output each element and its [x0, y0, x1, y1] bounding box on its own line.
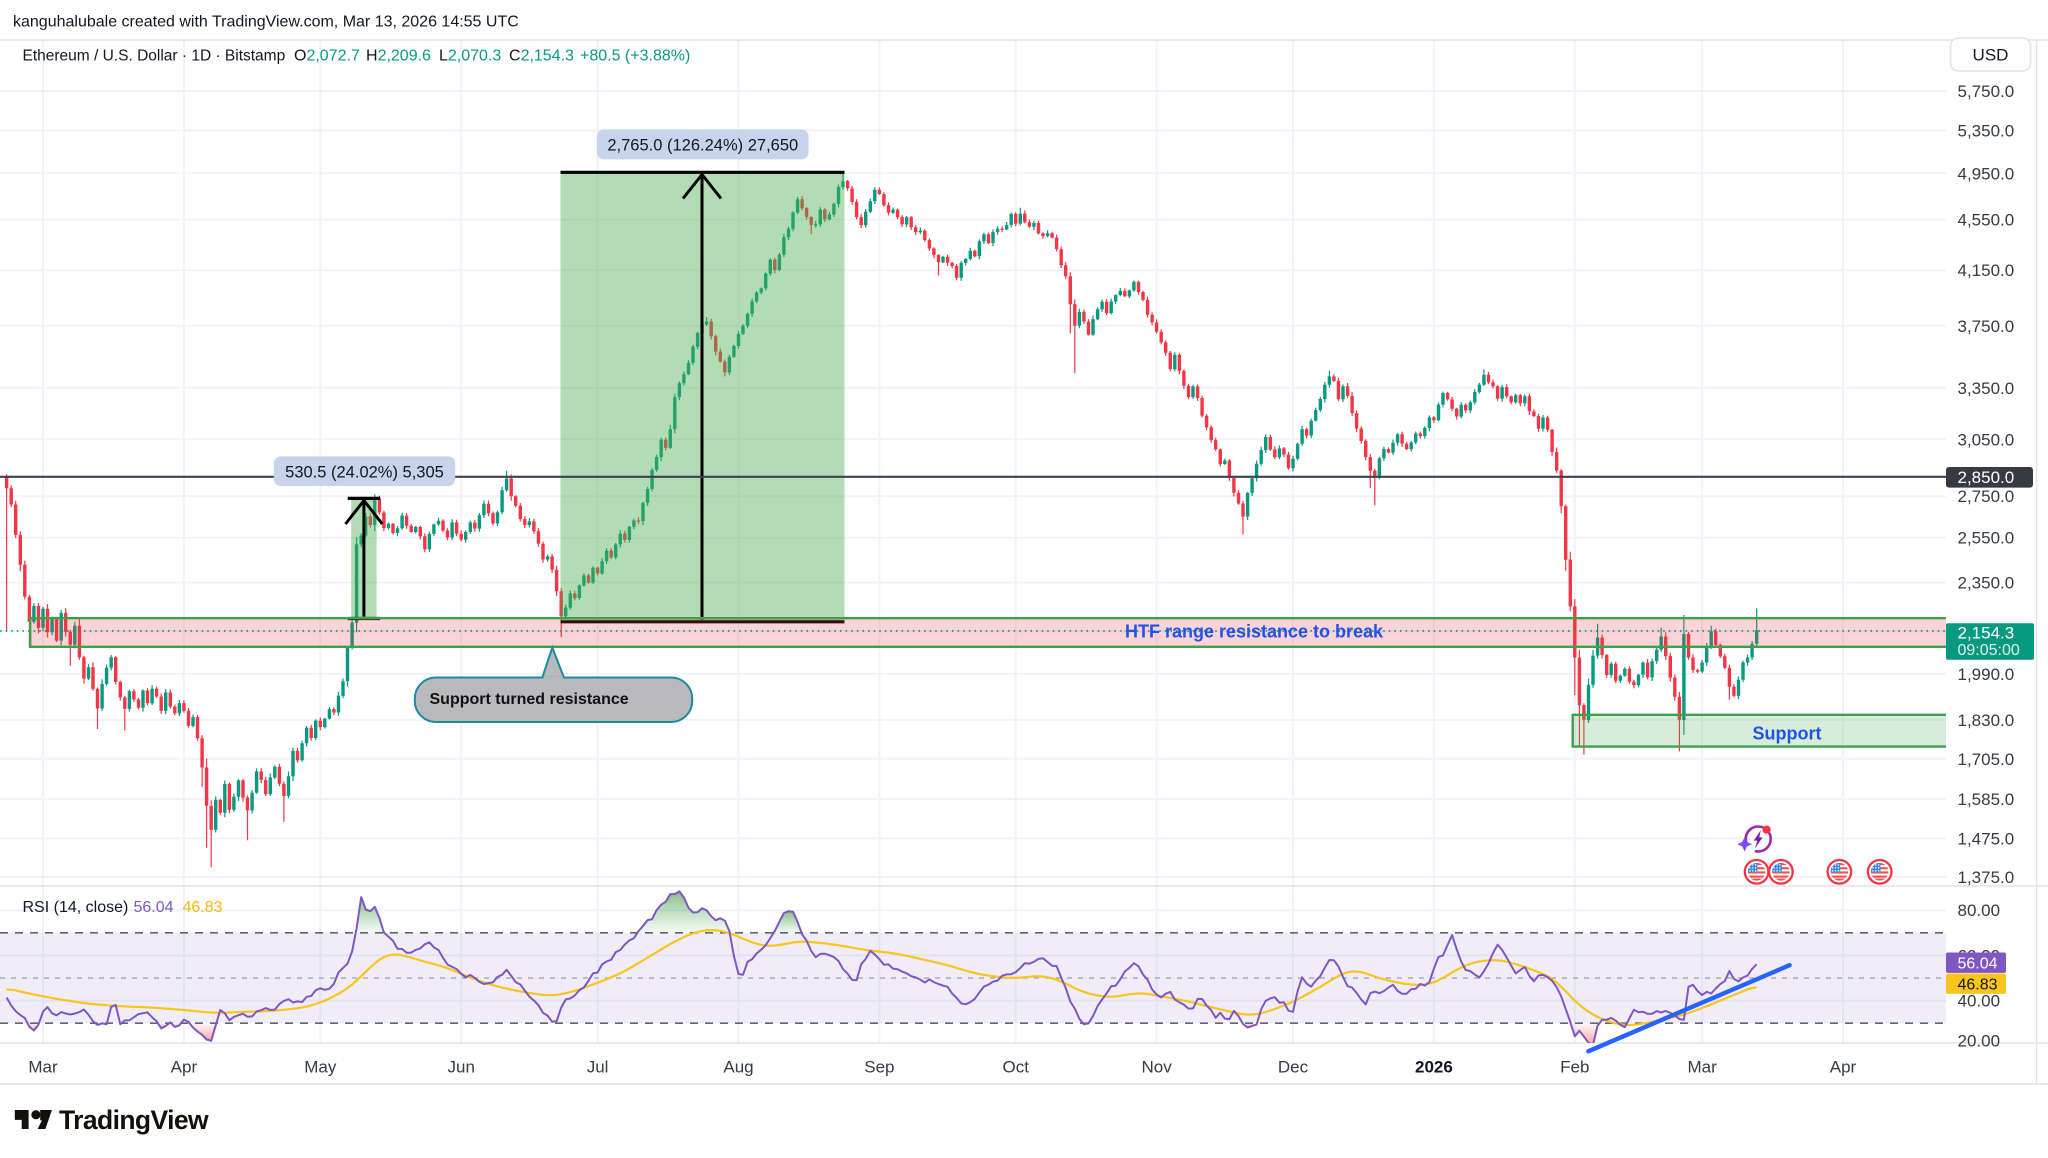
svg-text:1,990.0: 1,990.0 [1958, 665, 2015, 684]
svg-text:4,150.0: 4,150.0 [1958, 261, 2015, 280]
svg-text:Apr: Apr [171, 1058, 198, 1077]
svg-text:2,750.0: 2,750.0 [1958, 487, 2015, 506]
svg-text:Jun: Jun [447, 1058, 474, 1077]
svg-text:Aug: Aug [723, 1058, 753, 1077]
svg-text:O2,072.7H2,209.6L2,070.3C2,154: O2,072.7 H2,209.6 L2,070.3 C2,154.3 +80.5 (+… [294, 48, 690, 65]
svg-text:1,375.0: 1,375.0 [1958, 868, 2015, 887]
svg-text:Dec: Dec [1278, 1058, 1309, 1077]
svg-text:1,585.0: 1,585.0 [1958, 790, 2015, 809]
svg-text:Feb: Feb [1560, 1058, 1589, 1077]
svg-text:3,050.0: 3,050.0 [1958, 430, 2015, 449]
svg-text:2,850.0: 2,850.0 [1958, 468, 2015, 487]
svg-text:Oct: Oct [1002, 1058, 1029, 1077]
svg-text:USD: USD [1973, 46, 2009, 65]
svg-text:2026: 2026 [1415, 1058, 1453, 1077]
svg-text:2,154.3: 2,154.3 [1958, 624, 2015, 643]
svg-text:1,475.0: 1,475.0 [1958, 829, 2015, 848]
svg-text:Apr: Apr [1830, 1058, 1857, 1077]
svg-text:530.5 (24.02%) 5,305: 530.5 (24.02%) 5,305 [285, 463, 444, 481]
svg-text:3,350.0: 3,350.0 [1958, 379, 2015, 398]
svg-text:Ethereum / U.S. Dollar · 1D ·: Ethereum / U.S. Dollar · 1D · Bitstamp [23, 48, 286, 65]
svg-text:HTF range resistance to break: HTF range resistance to break [1125, 622, 1384, 642]
svg-text:May: May [304, 1058, 337, 1077]
svg-text:80.00: 80.00 [1958, 901, 2001, 920]
svg-text:1,705.0: 1,705.0 [1958, 750, 2015, 769]
svg-text:2,550.0: 2,550.0 [1958, 529, 2015, 548]
svg-text:1,830.0: 1,830.0 [1958, 711, 2015, 730]
svg-text:2,350.0: 2,350.0 [1958, 574, 2015, 593]
svg-text:4,950.0: 4,950.0 [1958, 164, 2015, 183]
svg-text:56.04: 56.04 [1958, 955, 1998, 972]
svg-text:46.83: 46.83 [1958, 976, 1998, 993]
svg-text:Mar: Mar [28, 1058, 58, 1077]
svg-text:40.00: 40.00 [1958, 992, 2001, 1011]
svg-text:kanguhalubale created with Tra: kanguhalubale created with TradingView.c… [13, 14, 519, 31]
svg-text:09:05:00: 09:05:00 [1958, 642, 2020, 659]
svg-text:20.00: 20.00 [1958, 1032, 2001, 1051]
svg-text:5,350.0: 5,350.0 [1958, 122, 2015, 141]
svg-text:Nov: Nov [1141, 1058, 1172, 1077]
svg-text:3,750.0: 3,750.0 [1958, 317, 2015, 336]
svg-text:TradingView: TradingView [59, 1105, 209, 1135]
svg-text:2,765.0 (126.24%) 27,650: 2,765.0 (126.24%) 27,650 [607, 137, 798, 155]
svg-text:Mar: Mar [1687, 1058, 1717, 1077]
svg-text:Support turned resistance: Support turned resistance [430, 691, 629, 708]
svg-text:5,750.0: 5,750.0 [1958, 82, 2015, 101]
svg-text:Sep: Sep [864, 1058, 894, 1077]
svg-text:4,550.0: 4,550.0 [1958, 211, 2015, 230]
svg-text:Jul: Jul [587, 1058, 609, 1077]
svg-text:Support: Support [1753, 724, 1822, 744]
